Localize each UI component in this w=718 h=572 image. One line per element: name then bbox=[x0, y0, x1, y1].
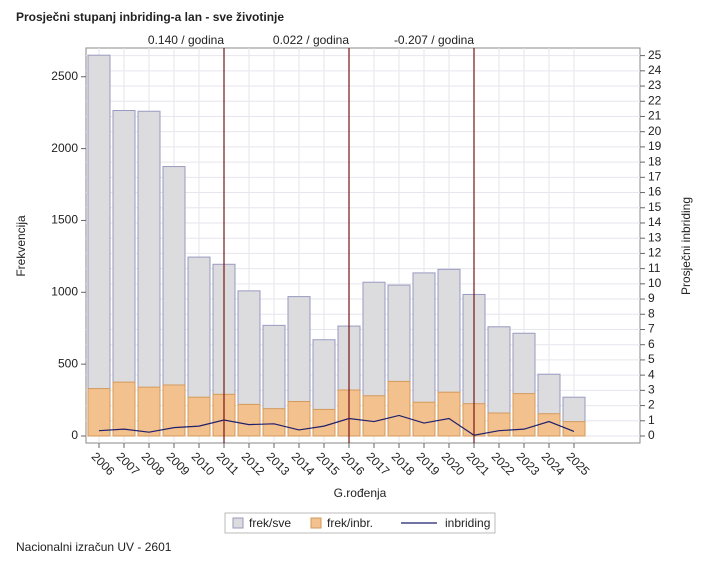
y-tick-label: 2500 bbox=[51, 69, 78, 83]
y2-tick-label: 25 bbox=[648, 48, 662, 62]
bar bbox=[312, 408, 336, 437]
x-tick-label: 2013 bbox=[264, 449, 293, 478]
x-tick-label: 2009 bbox=[164, 449, 193, 478]
y2-tick-label: 22 bbox=[648, 93, 662, 107]
x-tick-label: 2016 bbox=[339, 449, 368, 478]
y2-tick-label: 5 bbox=[648, 352, 655, 366]
y2-tick-label: 3 bbox=[648, 383, 655, 397]
x-tick-label: 2015 bbox=[314, 449, 343, 478]
y-tick-label: 0 bbox=[71, 428, 78, 442]
y2-axis-label: Prosječni inbriding bbox=[679, 197, 693, 295]
x-tick-label: 2022 bbox=[489, 449, 518, 478]
x-tick-label: 2012 bbox=[239, 449, 268, 478]
bar bbox=[162, 384, 186, 437]
bar bbox=[412, 401, 436, 437]
y2-tick-label: 0 bbox=[648, 428, 655, 442]
reference-label: 0.140 / godina bbox=[148, 33, 224, 47]
line bbox=[98, 414, 575, 436]
y2-tick-label: 19 bbox=[648, 139, 662, 153]
bar bbox=[112, 381, 136, 437]
legend-swatch bbox=[232, 517, 244, 529]
reference-label: 0.022 / godina bbox=[273, 33, 349, 47]
bar bbox=[287, 401, 311, 437]
y-tick-label: 2000 bbox=[51, 141, 78, 155]
x-tick-label: 2011 bbox=[214, 449, 242, 477]
y2-tick-label: 2 bbox=[648, 398, 655, 412]
bar bbox=[237, 403, 261, 437]
x-tick-label: 2025 bbox=[564, 449, 593, 478]
y2-tick-label: 20 bbox=[648, 124, 662, 138]
legend-label: inbriding bbox=[445, 516, 490, 530]
y-tick-label: 500 bbox=[58, 356, 78, 370]
x-tick-label: 2007 bbox=[114, 449, 143, 478]
y-tick-label: 1000 bbox=[51, 284, 78, 298]
reference-label: -0.207 / godina bbox=[394, 33, 474, 47]
y2-tick-label: 16 bbox=[648, 185, 662, 199]
x-tick-label: 2010 bbox=[189, 449, 218, 478]
y2-tick-label: 24 bbox=[648, 63, 662, 77]
legend-label: frek/sve bbox=[249, 516, 291, 530]
x-tick-label: 2017 bbox=[364, 449, 393, 478]
bar bbox=[262, 408, 286, 437]
footer: Nacionalni izračun UV - 2601 bbox=[16, 540, 172, 554]
bar bbox=[87, 388, 111, 437]
x-tick-label: 2019 bbox=[414, 449, 443, 478]
x-tick-label: 2023 bbox=[514, 449, 543, 478]
x-tick-label: 2014 bbox=[289, 449, 318, 478]
y2-tick-label: 9 bbox=[648, 291, 655, 305]
y-axis-label: Frekvencija bbox=[14, 215, 28, 277]
y2-tick-label: 17 bbox=[648, 170, 662, 184]
y2-tick-label: 6 bbox=[648, 337, 655, 351]
x-tick-label: 2021 bbox=[464, 449, 493, 478]
y2-tick-label: 15 bbox=[648, 200, 662, 214]
y2-tick-label: 8 bbox=[648, 306, 655, 320]
bar bbox=[512, 393, 536, 437]
x-tick-label: 2006 bbox=[89, 449, 118, 478]
bar bbox=[137, 386, 161, 437]
y2-tick-label: 11 bbox=[648, 261, 661, 275]
bar bbox=[562, 421, 586, 437]
y2-tick-label: 13 bbox=[648, 230, 662, 244]
bar bbox=[187, 396, 211, 437]
x-axis-label: G.rođenja bbox=[334, 486, 387, 500]
x-tick-label: 2020 bbox=[439, 449, 468, 478]
bar bbox=[387, 380, 411, 437]
y2-tick-label: 4 bbox=[648, 367, 655, 381]
y2-tick-label: 23 bbox=[648, 78, 662, 92]
chart-title: Prosječni stupanj inbriding-a lan - sve … bbox=[16, 10, 284, 24]
y2-tick-label: 14 bbox=[648, 215, 662, 229]
y2-tick-label: 21 bbox=[648, 109, 662, 123]
legend-swatch bbox=[310, 517, 322, 529]
y2-tick-label: 12 bbox=[648, 246, 662, 260]
x-tick-label: 2024 bbox=[539, 449, 568, 478]
x-tick-label: 2008 bbox=[139, 449, 168, 478]
legend-label: frek/inbr. bbox=[327, 516, 373, 530]
legend-frame bbox=[224, 512, 496, 534]
y2-tick-label: 1 bbox=[648, 413, 655, 427]
bar bbox=[362, 395, 386, 437]
y-tick-label: 1500 bbox=[51, 213, 78, 227]
bar bbox=[437, 391, 461, 437]
y2-tick-label: 7 bbox=[648, 322, 655, 336]
bar bbox=[87, 54, 111, 437]
y2-tick-label: 10 bbox=[648, 276, 662, 290]
x-tick-label: 2018 bbox=[389, 449, 418, 478]
y2-tick-label: 18 bbox=[648, 154, 662, 168]
